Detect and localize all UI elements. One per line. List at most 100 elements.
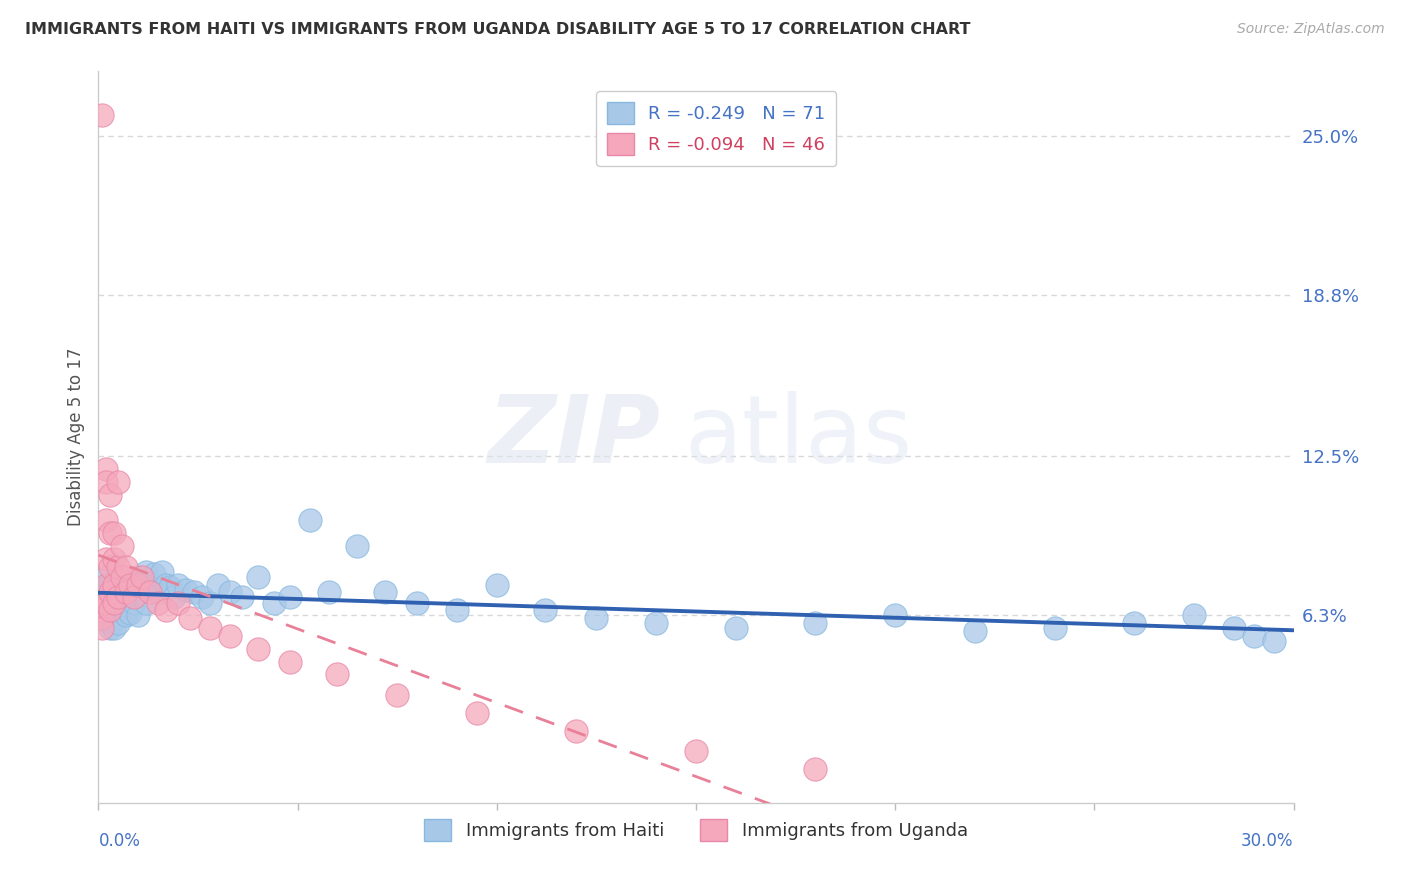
Point [107, 600, 129, 615]
Point [103, 593, 125, 607]
Point [884, 608, 907, 623]
Point [298, 514, 321, 528]
Point [1263, 634, 1285, 648]
Point [278, 655, 301, 669]
Point [120, 577, 142, 591]
Point [107, 573, 129, 587]
Point [96, 596, 118, 610]
Point [155, 603, 177, 617]
Point [1123, 616, 1146, 631]
Point [150, 565, 173, 579]
Point [91, 585, 114, 599]
Text: 0.0%: 0.0% [98, 832, 141, 850]
Point [103, 577, 125, 591]
Point [103, 596, 125, 610]
Point [98, 616, 122, 631]
Point [183, 585, 205, 599]
Text: Source: ZipAtlas.com: Source: ZipAtlas.com [1237, 22, 1385, 37]
Point [127, 577, 149, 591]
Point [406, 596, 429, 610]
Point [103, 526, 125, 541]
Text: IMMIGRANTS FROM HAITI VS IMMIGRANTS FROM UGANDA DISABILITY AGE 5 TO 17 CORRELATI: IMMIGRANTS FROM HAITI VS IMMIGRANTS FROM… [25, 22, 970, 37]
Point [98, 621, 122, 635]
Point [645, 616, 668, 631]
Point [103, 621, 125, 635]
Point [115, 591, 138, 605]
Point [446, 603, 468, 617]
Point [219, 629, 242, 643]
Point [143, 567, 166, 582]
Point [98, 559, 122, 574]
Point [804, 616, 827, 631]
Point [91, 603, 114, 617]
Point [585, 611, 607, 625]
Point [263, 596, 285, 610]
Text: ZIP: ZIP [488, 391, 661, 483]
Point [804, 763, 827, 777]
Point [120, 585, 142, 599]
Point [139, 585, 162, 599]
Point [96, 514, 118, 528]
Point [98, 603, 122, 617]
Point [207, 577, 229, 591]
Point [98, 577, 122, 591]
Point [167, 577, 190, 591]
Point [127, 570, 149, 584]
Point [107, 616, 129, 631]
Point [96, 577, 118, 591]
Legend: Immigrants from Haiti, Immigrants from Uganda: Immigrants from Haiti, Immigrants from U… [418, 812, 974, 848]
Point [115, 559, 138, 574]
Point [96, 596, 118, 610]
Point [96, 611, 118, 625]
Point [115, 577, 138, 591]
Point [163, 591, 186, 605]
Point [124, 596, 146, 610]
Point [174, 582, 197, 597]
Point [191, 591, 214, 605]
Point [107, 559, 129, 574]
Point [231, 591, 253, 605]
Point [124, 591, 146, 605]
Point [98, 585, 122, 599]
Point [103, 552, 125, 566]
Point [91, 611, 114, 625]
Point [111, 582, 134, 597]
Point [167, 596, 190, 610]
Point [103, 580, 125, 594]
Point [685, 744, 707, 758]
Point [96, 462, 118, 476]
Point [135, 596, 157, 610]
Point [111, 539, 134, 553]
Point [565, 723, 588, 738]
Point [96, 475, 118, 489]
Point [533, 603, 555, 617]
Point [127, 608, 149, 623]
Point [115, 585, 138, 599]
Point [179, 611, 201, 625]
Point [374, 585, 396, 599]
Point [385, 688, 409, 702]
Point [1223, 621, 1246, 635]
Point [318, 585, 340, 599]
Point [219, 585, 242, 599]
Point [724, 621, 747, 635]
Point [963, 624, 986, 638]
Point [278, 591, 301, 605]
Point [131, 577, 153, 591]
Point [465, 706, 488, 720]
Point [96, 580, 118, 594]
Point [1243, 629, 1265, 643]
Point [107, 588, 129, 602]
Point [98, 591, 122, 605]
Point [346, 539, 368, 553]
Point [485, 577, 508, 591]
Point [91, 603, 114, 617]
Point [124, 575, 146, 590]
Point [98, 526, 122, 541]
Point [96, 570, 118, 584]
Point [91, 596, 114, 610]
Point [198, 621, 221, 635]
Point [148, 585, 170, 599]
Point [98, 600, 122, 615]
Point [115, 608, 138, 623]
